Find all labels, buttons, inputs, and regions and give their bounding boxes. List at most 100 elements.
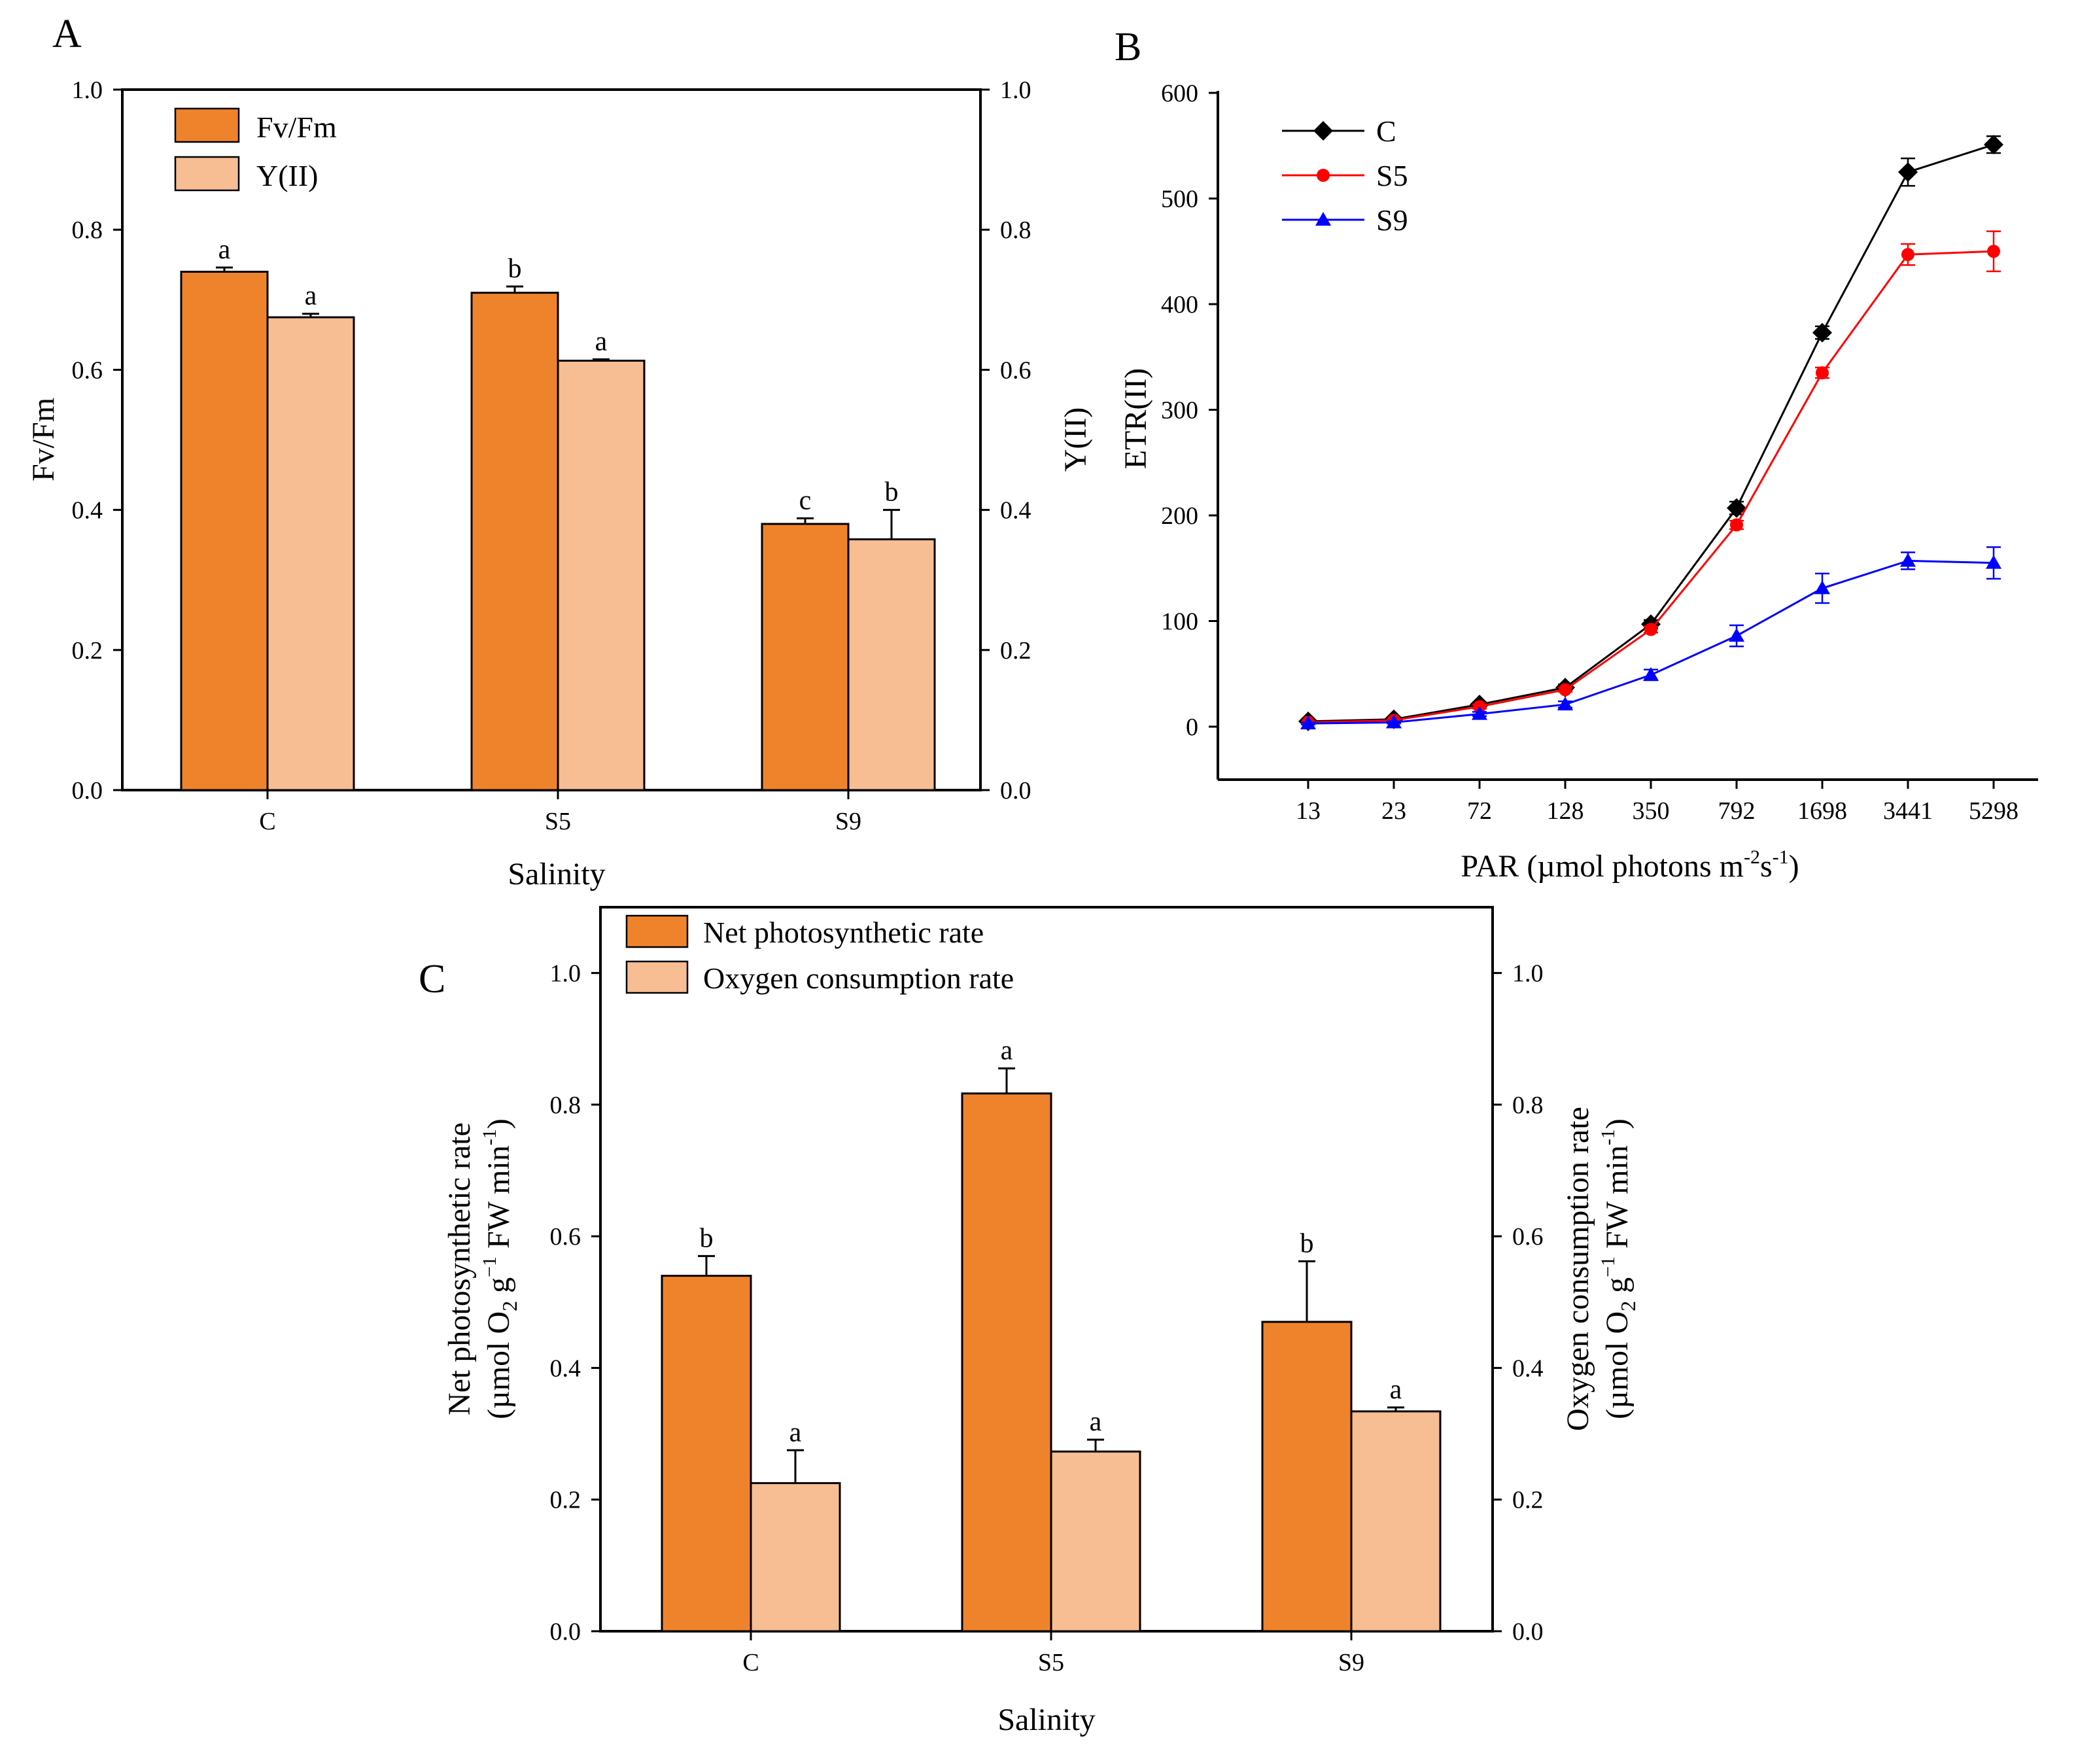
x-tick-label: S9 <box>835 808 861 835</box>
data-point-triangle <box>1472 706 1487 720</box>
y-tick-label: 200 <box>1161 502 1198 530</box>
panel-b-axes: 0 100 200 300 400 500 600 13 23 72 128 350 792 1698 34… <box>1161 80 2018 825</box>
legend-label-s5: S5 <box>1376 159 1408 192</box>
y-tick-label: 1.0 <box>72 77 103 104</box>
legend-label-fvfm: Fv/Fm <box>256 111 337 144</box>
legend-circle-icon <box>1317 169 1330 182</box>
significance-letter: a <box>1001 1036 1013 1066</box>
bar-net-photosynthetic-rate <box>961 1092 1052 1633</box>
panel-c-right-y-axis-title-line1: Oxygen consumption rate <box>1561 1107 1595 1431</box>
right-y-tick-label: 0.6 <box>1000 356 1031 384</box>
y-tick-label: 0.0 <box>550 1618 581 1646</box>
data-point-triangle <box>1986 555 2001 569</box>
data-point-triangle <box>1557 697 1573 711</box>
y-tick-label: 0.6 <box>550 1223 581 1251</box>
y-tick-label: 0.6 <box>72 356 103 384</box>
series-line-s5 <box>1307 250 1994 724</box>
y-tick-label: 500 <box>1161 186 1198 213</box>
data-point-diamond <box>1812 322 1832 343</box>
significance-letter: b <box>508 254 522 284</box>
y-tick-label: 0.8 <box>72 216 103 244</box>
data-point-triangle <box>1814 580 1830 595</box>
legend-swatch-fvfm <box>174 107 240 143</box>
panel-c-legend: Net photosynthetic rate Oxygen consumpti… <box>625 914 1014 995</box>
panel-a-legend: Fv/Fm Y(II) <box>174 107 337 192</box>
panel-a-bars: a b c a a b <box>180 235 936 791</box>
significance-letter: a <box>1390 1375 1402 1405</box>
right-y-tick-label: 0.0 <box>1000 777 1031 804</box>
significance-letter: a <box>305 281 317 311</box>
legend-label-s9: S9 <box>1376 203 1408 237</box>
panel-a-right-y-axis-title: Y(II) <box>1058 407 1093 472</box>
significance-letter: a <box>218 235 231 265</box>
panel-b-y-axis-title: ETR(II) <box>1118 368 1153 470</box>
x-tick-label: C <box>259 808 275 835</box>
y-tick-label: 1.0 <box>550 960 581 988</box>
panel-c-y-axis-title-line2: (µmol O2 g−1 FW min-1) <box>479 1118 521 1419</box>
right-y-tick-label: 0.4 <box>1512 1355 1544 1382</box>
data-point-diamond <box>1727 498 1746 518</box>
y-tick-label: 0.2 <box>72 637 103 665</box>
y-tick-label: 400 <box>1161 291 1198 319</box>
legend-diamond-icon <box>1313 121 1333 141</box>
bar-y-ii- <box>557 359 646 791</box>
significance-letter: b <box>885 477 899 508</box>
data-point-circle <box>1644 623 1657 636</box>
legend-label-c: C <box>1376 114 1396 148</box>
right-y-tick-label: 0.2 <box>1000 637 1031 665</box>
data-point-circle <box>1987 245 2000 258</box>
right-y-tick-label: 1.0 <box>1000 77 1031 104</box>
x-tick-label: 1698 <box>1797 797 1847 825</box>
bar-fv-fm <box>470 292 559 791</box>
x-tick-label: C <box>742 1649 759 1676</box>
bar-y-ii- <box>266 316 355 791</box>
x-tick-label: S9 <box>1338 1649 1364 1676</box>
bar-fv-fm <box>180 270 269 791</box>
x-tick-label: 128 <box>1547 797 1584 825</box>
panel-b-legend: C S5 S9 <box>1282 114 1408 237</box>
y-tick-label: 0 <box>1186 714 1198 741</box>
data-point-diamond <box>1984 135 2003 155</box>
data-point-circle <box>1901 248 1914 262</box>
data-point-triangle <box>1729 628 1744 642</box>
panel-b-label: B <box>1115 25 1141 69</box>
significance-letter: a <box>595 326 608 356</box>
legend-triangle-icon <box>1315 212 1331 226</box>
panel-c-x-axis-title: Salinity <box>997 1703 1095 1737</box>
x-tick-label: 350 <box>1633 797 1670 825</box>
x-tick-label: S5 <box>545 808 571 835</box>
y-tick-label: 600 <box>1161 80 1198 107</box>
y-tick-label: 300 <box>1161 397 1198 424</box>
x-tick-label: 72 <box>1467 797 1492 825</box>
x-tick-label: 3441 <box>1883 797 1933 825</box>
significance-letter: b <box>1300 1228 1314 1258</box>
data-point-triangle <box>1386 714 1402 729</box>
panel-a-label: A <box>52 12 82 56</box>
panel-c-right-y-axis-title: Oxygen consumption rate (µmol O2 g−1 FW … <box>1561 1107 1640 1431</box>
x-tick-label: 792 <box>1718 797 1756 825</box>
right-y-tick-label: 0.8 <box>1000 216 1031 244</box>
right-y-tick-label: 0.2 <box>1512 1487 1544 1514</box>
y-tick-label: 0.4 <box>550 1355 581 1382</box>
y-tick-label: 0.4 <box>72 497 103 525</box>
right-y-tick-label: 0.0 <box>1512 1618 1544 1646</box>
data-point-triangle <box>1643 666 1659 681</box>
panel-c-y-axis-title-line1: Net photosynthetic rate <box>442 1122 477 1415</box>
significance-letter: c <box>799 485 812 515</box>
legend-swatch-yii <box>174 156 240 192</box>
right-y-tick-label: 0.6 <box>1512 1223 1544 1251</box>
data-point-circle <box>1730 518 1743 532</box>
significance-letter: a <box>1090 1407 1102 1437</box>
bar-oxygen-consumption-rate <box>1350 1410 1442 1633</box>
x-tick-label: S5 <box>1038 1649 1064 1676</box>
legend-label-oxygen-consumption: Oxygen consumption rate <box>703 961 1014 995</box>
significance-letter: a <box>789 1417 802 1447</box>
x-tick-label: 23 <box>1381 797 1406 825</box>
panel-c-axes: 0.0 0.0 0.2 0.2 0.4 0.4 0.6 0.6 0.8 0.8 1.0 1.0 C S5 S… <box>550 960 1544 1676</box>
bar-y-ii- <box>847 538 936 791</box>
panel-c-bars: b a b a a a <box>661 1036 1442 1633</box>
bar-net-photosynthetic-rate <box>661 1275 752 1633</box>
right-y-tick-label: 0.8 <box>1512 1092 1544 1119</box>
panel-c-right-y-axis-title-line2: (µmol O2 g−1 FW min-1) <box>1597 1118 1640 1419</box>
x-tick-label: 13 <box>1296 797 1321 825</box>
